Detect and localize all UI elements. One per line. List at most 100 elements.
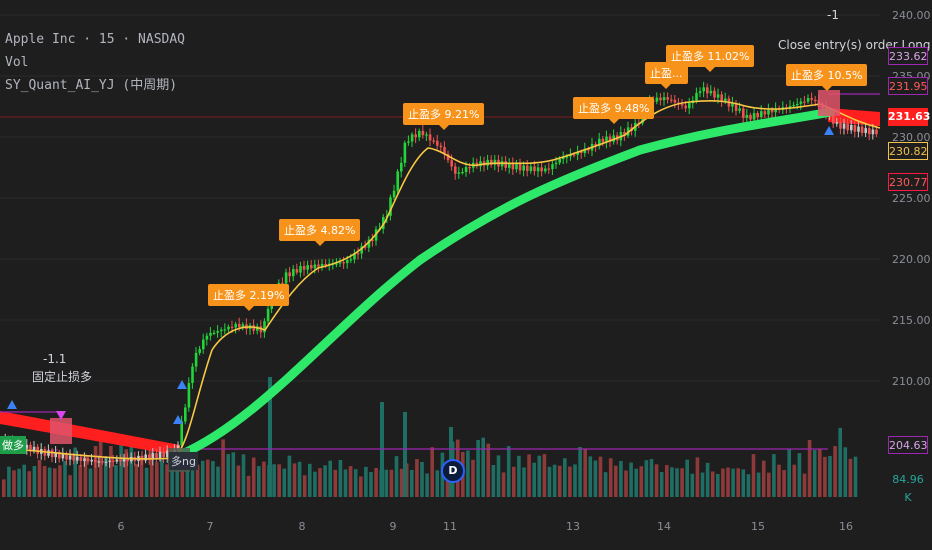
- volume-bar: [496, 455, 501, 497]
- volume-bar: [17, 468, 21, 497]
- candle-body: [799, 101, 803, 104]
- volume-bar: [206, 459, 210, 497]
- volume-bar: [139, 456, 144, 497]
- volume-bar: [670, 467, 674, 497]
- candle-body: [122, 458, 126, 462]
- volume-bar: [537, 455, 542, 497]
- volume-bar: [42, 466, 47, 497]
- indicator-legend[interactable]: SY_Quant_AI_YJ (中周期): [5, 78, 178, 93]
- volume-bar: [47, 467, 52, 497]
- fast-moving-average: [0, 100, 881, 460]
- candle-body: [266, 308, 270, 322]
- candle-body: [745, 114, 749, 118]
- candle-body: [371, 239, 374, 241]
- volume-bar: [634, 468, 638, 497]
- candle-body: [284, 272, 288, 284]
- candle-body: [763, 111, 767, 115]
- volume-bar: [323, 465, 327, 497]
- candle-body: [666, 97, 669, 100]
- candle-body: [659, 97, 662, 101]
- close-order-value: -1: [827, 8, 839, 22]
- volume-bar: [726, 467, 730, 497]
- volume-bar: [63, 461, 67, 497]
- volume-bar: [348, 466, 353, 497]
- volume-bar: [853, 456, 858, 497]
- time-axis[interactable]: 6 7 8 9 11 13 14 15 16: [118, 520, 854, 533]
- candle-body: [760, 111, 763, 118]
- volume-bar: [268, 377, 272, 497]
- candle-body: [450, 160, 453, 167]
- candle-body: [842, 123, 846, 129]
- volume-bar: [767, 472, 771, 497]
- candle-body: [767, 109, 770, 115]
- candle-body: [695, 92, 698, 101]
- volume-bar: [486, 443, 491, 497]
- candle-body: [565, 156, 569, 158]
- candle-body: [216, 331, 219, 333]
- candle-body: [191, 366, 194, 383]
- candle-body: [65, 453, 68, 460]
- volume-bar: [282, 468, 287, 497]
- volume-bar: [797, 453, 802, 497]
- volume-bar: [792, 464, 797, 497]
- candle-body: [706, 87, 709, 94]
- candle-body: [346, 260, 349, 264]
- symbol-line[interactable]: Apple Inc · 15 · NASDAQ: [5, 32, 186, 47]
- candle-body: [162, 451, 165, 458]
- candle-body: [389, 197, 392, 216]
- candle-body: [72, 455, 75, 461]
- volume-bar: [695, 457, 700, 497]
- price-tick-label: 215.00: [892, 314, 931, 327]
- candle-body: [364, 246, 367, 248]
- candle-body: [536, 167, 540, 172]
- price-tick-label: 240.00: [892, 9, 931, 22]
- volume-bar: [501, 472, 506, 497]
- volume-bar: [578, 446, 582, 497]
- candle-body: [572, 154, 576, 156]
- volume-bar: [629, 462, 633, 497]
- candle-body: [202, 339, 205, 350]
- time-tick-label: 8: [299, 520, 306, 533]
- volume-bar: [32, 465, 37, 497]
- candle-body: [47, 450, 50, 456]
- volume-bar: [241, 454, 246, 497]
- candle-body: [752, 113, 756, 120]
- volume-bar: [644, 460, 649, 497]
- volume-bar: [155, 462, 159, 497]
- volume-bar: [761, 460, 766, 497]
- candle-body: [367, 239, 371, 248]
- candle-body: [868, 128, 871, 135]
- chart-legend: Apple Inc · 15 · NASDAQ Vol SY_Quant_AI_…: [5, 28, 185, 97]
- candle-body: [860, 126, 864, 134]
- volume-bar: [481, 437, 485, 497]
- candle-body: [493, 159, 497, 165]
- candle-body: [724, 98, 727, 103]
- volume-bar: [78, 465, 83, 497]
- candle-body: [716, 94, 720, 98]
- volume-bar: [420, 461, 424, 497]
- dividend-badge[interactable]: D: [441, 459, 465, 483]
- volume-legend[interactable]: Vol: [5, 55, 29, 70]
- candle-body: [770, 109, 774, 113]
- candle-body: [684, 105, 687, 109]
- candle-body: [662, 97, 666, 101]
- price-label-exit: 233.62: [888, 47, 928, 65]
- candle-body: [194, 352, 198, 367]
- candle-body: [774, 108, 777, 113]
- candle-body: [875, 129, 878, 135]
- volume-bar: [12, 470, 16, 497]
- volume-bar: [746, 474, 751, 497]
- candle-body: [418, 130, 421, 138]
- volume-bar: [614, 465, 618, 497]
- candle-body: [360, 246, 363, 254]
- volume-bar: [812, 450, 817, 497]
- volume-bar: [333, 469, 338, 497]
- candle-body: [83, 458, 86, 462]
- candle-body: [50, 450, 54, 458]
- candle-body: [407, 141, 410, 143]
- volume-bar: [823, 456, 827, 497]
- candle-body: [144, 454, 147, 461]
- candle-body: [547, 168, 551, 170]
- volume-bar: [297, 461, 302, 497]
